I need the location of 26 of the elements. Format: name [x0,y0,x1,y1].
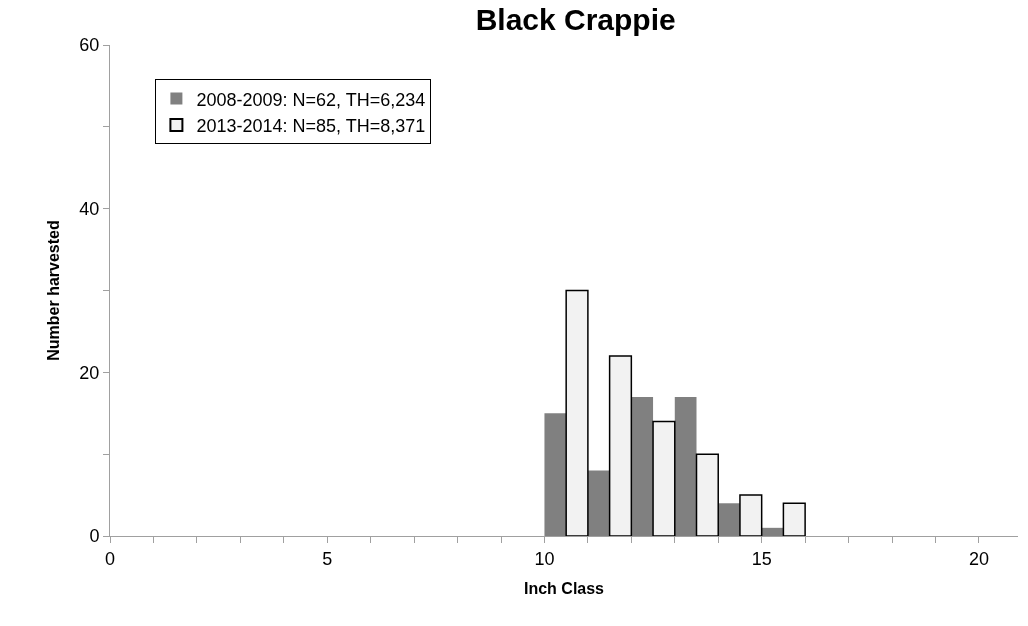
x-axis-title: Inch Class [523,580,605,598]
y-tick-label: 40 [79,198,100,219]
x-tick-label: 20 [968,548,989,569]
y-axis-title: Number harvested [45,220,63,361]
x-tick-label: 5 [322,548,333,569]
y-tick-label: 60 [79,35,100,56]
bar [739,494,763,536]
bar [652,420,676,536]
bar [674,396,697,536]
legend-label: 2008-2009: N=62, TH=6,234 [196,89,426,110]
bar [544,413,567,536]
bar [782,502,806,536]
bar [631,396,654,536]
bar [695,453,719,536]
x-tick-label: 0 [104,548,116,569]
chart-title: Black Crappie [475,3,676,37]
bar [565,289,589,536]
y-tick-label: 20 [79,362,100,383]
legend-label: 2013-2014: N=85, TH=8,371 [196,115,426,136]
x-tick-label: 15 [751,548,772,569]
bar [608,355,633,536]
bar [718,503,740,536]
bar [587,470,610,536]
bar [761,527,784,536]
y-tick-label: 0 [89,526,100,547]
x-tick-label: 10 [534,548,555,569]
